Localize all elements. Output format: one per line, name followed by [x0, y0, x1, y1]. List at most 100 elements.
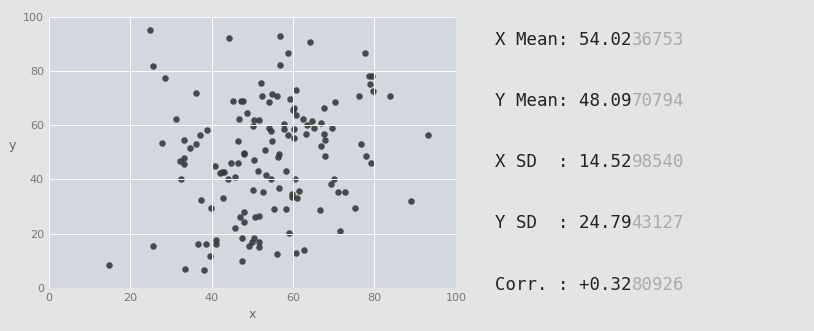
Point — [200, 127, 213, 132]
Point — [278, 122, 291, 127]
Point — [245, 240, 258, 245]
Point — [102, 262, 115, 268]
Point — [331, 189, 344, 195]
Point — [242, 293, 255, 298]
Point — [190, 141, 203, 147]
Point — [287, 106, 300, 111]
Point — [216, 170, 229, 175]
Point — [291, 196, 304, 201]
Point — [247, 118, 260, 123]
Point — [197, 268, 210, 273]
Y-axis label: y: y — [8, 139, 15, 152]
Point — [324, 181, 337, 187]
Point — [282, 132, 295, 137]
Point — [326, 126, 339, 131]
Point — [305, 118, 318, 123]
Point — [178, 266, 191, 271]
Point — [252, 240, 265, 245]
Point — [229, 226, 242, 231]
Text: 70794: 70794 — [632, 92, 684, 110]
Point — [217, 195, 230, 200]
Point — [238, 209, 251, 214]
X-axis label: x: x — [248, 308, 256, 321]
Point — [177, 161, 190, 166]
Point — [383, 94, 396, 99]
Text: 36753: 36753 — [632, 31, 684, 49]
Point — [238, 220, 251, 225]
Point — [224, 160, 237, 165]
Point — [289, 250, 302, 256]
Point — [385, 3, 398, 8]
Point — [296, 117, 309, 122]
Point — [287, 126, 300, 131]
Point — [234, 99, 247, 104]
Point — [364, 160, 377, 165]
Point — [173, 159, 186, 164]
Point — [298, 247, 311, 252]
Point — [265, 177, 278, 182]
Point — [147, 243, 160, 249]
Point — [327, 176, 340, 181]
Point — [290, 112, 303, 117]
Point — [248, 158, 261, 163]
Text: Y Mean: 48.09: Y Mean: 48.09 — [495, 92, 632, 110]
Point — [235, 258, 248, 263]
Point — [238, 152, 251, 157]
Point — [258, 147, 271, 153]
Point — [271, 154, 284, 159]
Point — [315, 120, 328, 126]
Point — [360, 154, 373, 159]
Point — [240, 111, 253, 116]
Point — [221, 176, 234, 182]
Point — [243, 243, 256, 249]
Text: Y SD  : 24.79: Y SD : 24.79 — [495, 214, 632, 232]
Point — [279, 206, 292, 211]
Point — [234, 214, 247, 219]
Point — [349, 206, 362, 211]
Text: 80926: 80926 — [632, 276, 684, 294]
Point — [290, 88, 303, 93]
Point — [318, 153, 331, 158]
Point — [255, 93, 268, 99]
Point — [231, 160, 244, 166]
Point — [253, 118, 266, 123]
Point — [366, 88, 379, 94]
Point — [193, 133, 206, 138]
Point — [339, 190, 352, 195]
Text: 43127: 43127 — [632, 214, 684, 232]
Point — [283, 230, 296, 236]
Point — [365, 73, 379, 79]
Point — [317, 106, 330, 111]
Point — [318, 137, 331, 142]
Point — [352, 94, 365, 99]
Point — [273, 7, 286, 13]
Point — [247, 235, 260, 241]
Point — [262, 125, 275, 130]
Text: X SD  : 14.52: X SD : 14.52 — [495, 153, 632, 171]
Point — [273, 63, 286, 68]
Point — [247, 188, 260, 193]
Point — [271, 94, 284, 99]
Point — [252, 168, 265, 174]
Point — [363, 81, 376, 86]
Point — [195, 197, 208, 202]
Point — [203, 254, 216, 259]
Point — [314, 143, 327, 149]
Point — [237, 151, 250, 156]
Point — [255, 80, 268, 85]
Point — [280, 168, 293, 173]
Point — [308, 125, 321, 131]
Point — [283, 96, 296, 102]
Point — [142, 318, 155, 323]
Point — [266, 139, 279, 144]
Point — [204, 206, 217, 211]
Point — [422, 132, 435, 138]
Point — [231, 138, 244, 144]
Point — [333, 229, 346, 234]
Point — [272, 185, 285, 190]
Point — [359, 50, 372, 56]
Point — [318, 131, 331, 136]
Point — [246, 123, 259, 128]
Point — [262, 100, 275, 105]
Point — [267, 206, 280, 212]
